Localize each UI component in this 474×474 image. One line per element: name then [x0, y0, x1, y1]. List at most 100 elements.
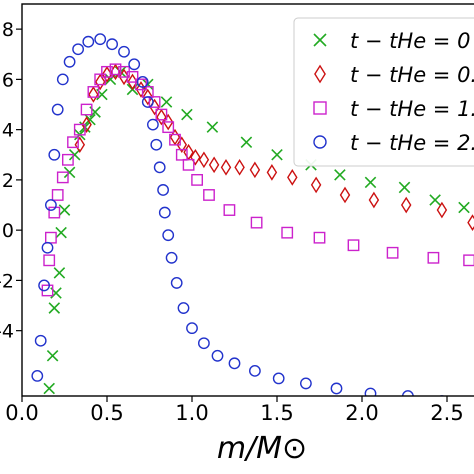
data-point: [463, 254, 474, 267]
y-tick-label: -2: [0, 270, 14, 292]
data-point: [81, 116, 92, 133]
data-point: [176, 136, 188, 154]
data-point: [74, 136, 86, 154]
legend-label: t − tHe = 1.7: [350, 97, 474, 121]
data-point: [34, 334, 47, 347]
data-point: [72, 43, 85, 56]
x-tick-label: 1.0: [175, 401, 208, 425]
data-point: [150, 138, 163, 151]
data-point: [436, 201, 448, 219]
x-axis-label: m/M⊙: [217, 431, 307, 466]
data-point: [240, 136, 253, 148]
data-point: [206, 121, 219, 133]
legend-marker: [313, 33, 327, 47]
data-point: [249, 161, 261, 179]
data-point: [118, 45, 130, 58]
data-point: [220, 158, 232, 176]
data-point: [190, 148, 201, 166]
data-point: [287, 169, 298, 186]
data-points: [31, 33, 474, 396]
data-point: [38, 279, 50, 292]
y-tick-label: 6: [2, 69, 14, 91]
data-point: [234, 158, 245, 176]
y-tick-label: 0: [2, 220, 14, 242]
legend-marker: [314, 64, 326, 84]
data-point: [181, 108, 193, 121]
data-point: [51, 103, 64, 116]
data-point: [43, 382, 55, 395]
legend-label: t − tHe = 2.1: [350, 131, 474, 155]
data-point: [153, 161, 166, 174]
data-point: [400, 196, 412, 214]
data-point: [136, 75, 149, 88]
data-point: [48, 148, 61, 161]
data-point: [364, 387, 377, 396]
data-point: [48, 302, 61, 314]
data-point: [429, 194, 441, 206]
data-point: [158, 206, 171, 219]
data-point: [63, 166, 76, 179]
data-point: [160, 96, 173, 108]
data-point: [56, 73, 69, 86]
data-point: [141, 96, 154, 108]
data-point: [45, 199, 57, 211]
data-point: [228, 357, 241, 370]
data-point: [272, 372, 285, 385]
data-point: [250, 216, 263, 229]
axis-ticks: 0.0 0.5 1.0 1.5 2.0 2.5 8 6 4 2 0 -2 -4: [0, 19, 464, 425]
data-point: [182, 158, 195, 171]
data-point: [281, 226, 294, 239]
x-tick-label: 1.5: [260, 401, 293, 425]
data-point: [53, 267, 66, 279]
data-point: [398, 181, 411, 194]
data-point: [157, 184, 170, 196]
data-point: [51, 189, 64, 201]
data-point: [88, 86, 99, 103]
legend-marker: [313, 101, 327, 115]
data-point: [82, 35, 95, 48]
data-point: [310, 176, 322, 194]
x-tick-label: 0.0: [5, 401, 38, 425]
data-point: [142, 88, 154, 106]
data-point: [94, 33, 107, 46]
data-point: [427, 251, 440, 264]
data-point: [169, 133, 181, 146]
data-point: [162, 121, 175, 134]
data-point: [339, 186, 351, 204]
data-point: [73, 123, 86, 136]
data-point: [146, 118, 159, 131]
data-point: [48, 206, 61, 219]
data-point: [271, 149, 283, 161]
data-point: [84, 113, 96, 126]
data-point: [46, 350, 59, 362]
data-point: [458, 201, 470, 214]
data-point: [62, 153, 74, 166]
data-point: [191, 173, 203, 186]
x-tick-label: 2.5: [430, 401, 463, 425]
data-point: [248, 364, 261, 377]
data-point: [106, 38, 119, 51]
data-point: [177, 302, 190, 314]
data-point: [41, 241, 54, 254]
data-point: [58, 204, 71, 216]
y-tick-label: 4: [2, 120, 14, 142]
data-point: [94, 73, 107, 86]
data-point: [128, 58, 141, 71]
data-point: [170, 277, 183, 289]
data-point: [156, 108, 167, 126]
data-point: [165, 251, 178, 264]
y-tick-label: 8: [2, 19, 14, 41]
data-point: [43, 254, 56, 267]
data-point: [31, 369, 44, 382]
data-point: [330, 382, 343, 395]
data-point: [386, 246, 399, 259]
data-point: [364, 176, 377, 189]
legend: t − tHe = 0 M t − tHe = 0.9 t − tHe = 1.7 t…: [293, 17, 474, 167]
data-point: [467, 214, 474, 231]
legend-label: t − tHe = 0 M: [350, 29, 474, 53]
data-point: [162, 229, 175, 242]
data-point: [175, 148, 188, 161]
data-point: [299, 377, 312, 390]
x-tick-label: 2.0: [345, 401, 378, 425]
